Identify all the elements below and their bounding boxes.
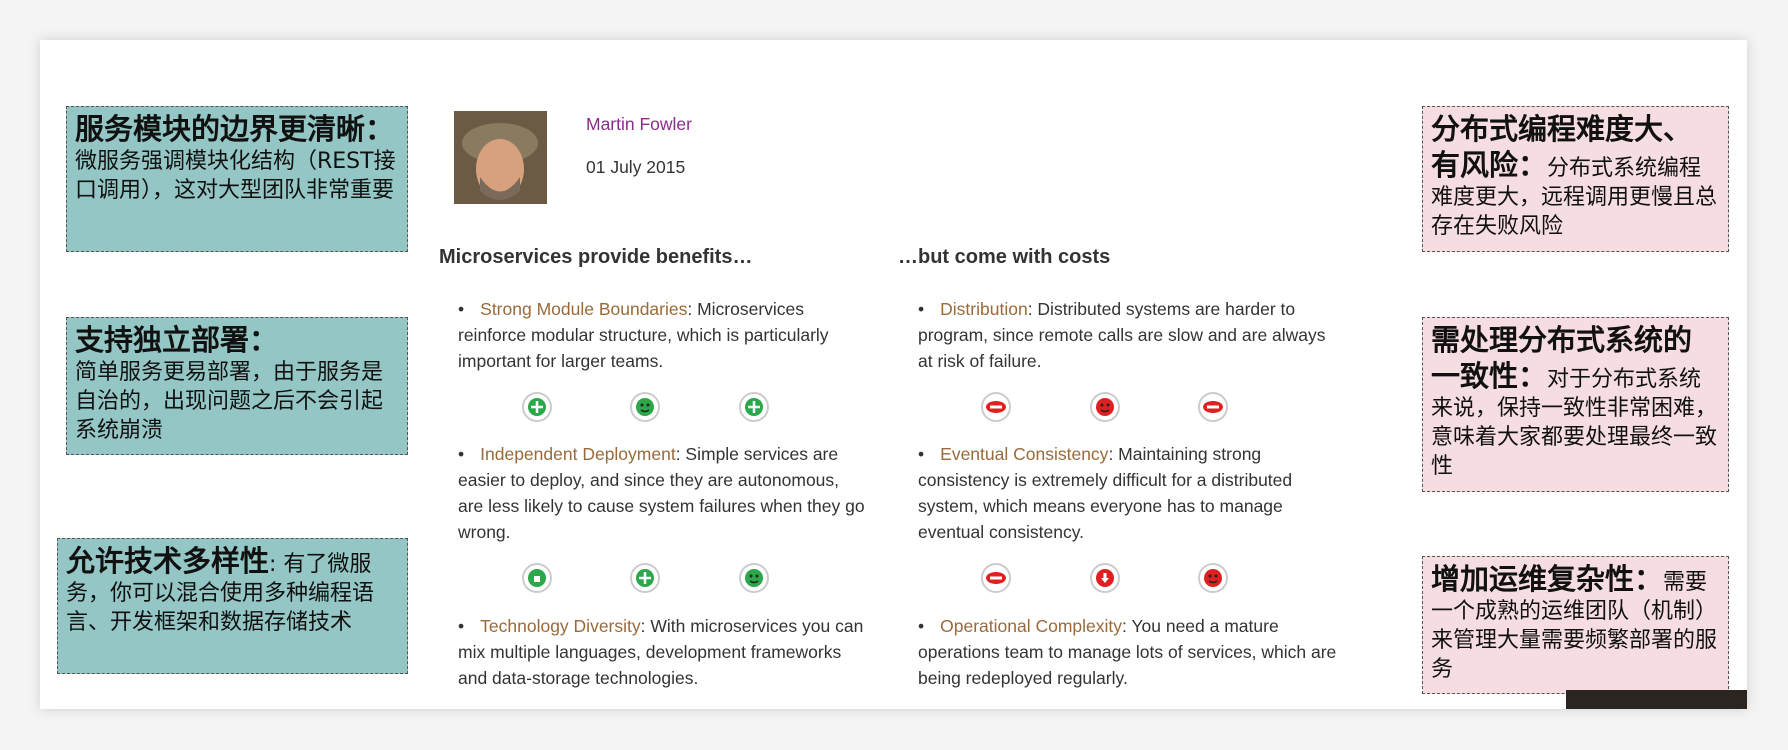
icon-part <box>1214 574 1218 578</box>
note: 允许技术多样性: 有了微服务，你可以混合使用多种编程语言、开发框架和数据存储技术 <box>57 538 408 674</box>
note-body: 对于分布式系统来说，保持一致性非常困难，意味着大家都要处理最终一致性 <box>1431 367 1718 479</box>
video-overlay <box>1566 690 1747 709</box>
note-title: 分布式编程难度大、有风险： <box>1431 112 1693 182</box>
bullet: • <box>458 444 465 464</box>
icon-part <box>990 576 1002 580</box>
term: Distribution <box>940 299 1028 319</box>
icon-part <box>749 574 753 578</box>
icon-part <box>1096 398 1114 416</box>
icon-part <box>1101 573 1109 583</box>
icon-part <box>1208 580 1218 584</box>
description: : With microservices you can mix multipl… <box>458 616 864 688</box>
bullet: • <box>918 444 925 464</box>
icon-part <box>640 403 644 407</box>
bullet-item: • Strong Module Boundaries: Microservices… <box>458 296 869 374</box>
icon-part <box>1100 403 1104 407</box>
note-body: 分布式系统编程难度更大，远程调用更慢且总存在失败风险 <box>1431 156 1718 239</box>
icon-part <box>749 580 759 584</box>
note-title: 支持独立部署： <box>75 323 279 357</box>
icon-part <box>990 405 1002 409</box>
note: 服务模块的边界更清晰：微服务强调模块化结构（REST接口调用），这对大型团队非常… <box>66 106 408 252</box>
note-title: 允许技术多样性 <box>66 544 270 578</box>
bullet-item: • Technology Diversity: With microservice… <box>458 613 869 691</box>
icon-part <box>639 572 651 584</box>
icon-part <box>748 401 760 413</box>
bullet: • <box>458 616 465 636</box>
note-body: 微服务强调模块化结构（REST接口调用），这对大型团队非常重要 <box>75 149 396 203</box>
term: Operational Complexity <box>940 616 1123 636</box>
bullet: • <box>918 616 925 636</box>
note-title: 服务模块的边界更清晰： <box>75 112 395 146</box>
heading: …but come with costs <box>898 246 1111 268</box>
bullet-item: • Distribution: Distributed systems are h… <box>918 296 1338 374</box>
description: : Maintaining strong consistency is extr… <box>918 444 1293 542</box>
icon-part <box>640 409 650 413</box>
bullet-item: • Operational Complexity: You need a matu… <box>918 613 1338 691</box>
note: 分布式编程难度大、有风险：分布式系统编程难度更大，远程调用更慢且总存在失败风险 <box>1422 106 1729 252</box>
bullet-item: • Eventual Consistency: Maintaining stron… <box>918 441 1338 545</box>
term: Strong Module Boundaries <box>480 299 688 319</box>
note-title: 增加运维复杂性： <box>1431 562 1664 596</box>
description: : Distributed systems are harder to prog… <box>918 299 1326 371</box>
author-photo <box>454 111 547 204</box>
description: : You need a mature operations team to m… <box>918 616 1337 688</box>
heading: Microservices provide benefits… <box>439 246 753 268</box>
icon-part <box>646 403 650 407</box>
author-name[interactable]: Martin Fowler <box>586 114 692 134</box>
icon-part <box>1204 569 1222 587</box>
icon-part <box>1207 405 1219 409</box>
icon-part <box>1208 574 1212 578</box>
description: : Simple services are easier to deploy, … <box>458 444 865 542</box>
icon-part <box>636 398 654 416</box>
note-body: : 有了微服务，你可以混合使用多种编程语言、开发框架和数据存储技术 <box>66 552 375 635</box>
bullet: • <box>458 299 465 319</box>
date: 01 July 2015 <box>586 157 686 177</box>
term: Technology Diversity <box>480 616 641 636</box>
icon-part <box>1106 403 1110 407</box>
note: 增加运维复杂性：需要一个成熟的运维团队（机制）来管理大量需要频繁部署的服务 <box>1422 556 1729 694</box>
note-body: 需要一个成熟的运维团队（机制）来管理大量需要频繁部署的服务 <box>1431 570 1718 682</box>
icon-part <box>755 574 759 578</box>
note-body: 简单服务更易部署，由于服务是自治的，出现问题之后不会引起系统崩溃 <box>75 360 384 443</box>
bullet: • <box>918 299 925 319</box>
note-title: 需处理分布式系统的一致性： <box>1431 323 1693 393</box>
icon-part <box>534 576 540 582</box>
term: Independent Deployment <box>480 444 676 464</box>
note: 需处理分布式系统的一致性：对于分布式系统来说，保持一致性非常困难，意味着大家都要… <box>1422 317 1729 492</box>
icon-part <box>1100 409 1110 413</box>
description: : Microservices reinforce modular struct… <box>458 299 829 371</box>
note: 支持独立部署： 简单服务更易部署，由于服务是自治的，出现问题之后不会引起系统崩溃 <box>66 317 408 455</box>
bullet-item: • Independent Deployment: Simple services… <box>458 441 869 545</box>
term: Eventual Consistency <box>940 444 1109 464</box>
icon-part <box>531 401 543 413</box>
icon-part <box>745 569 763 587</box>
